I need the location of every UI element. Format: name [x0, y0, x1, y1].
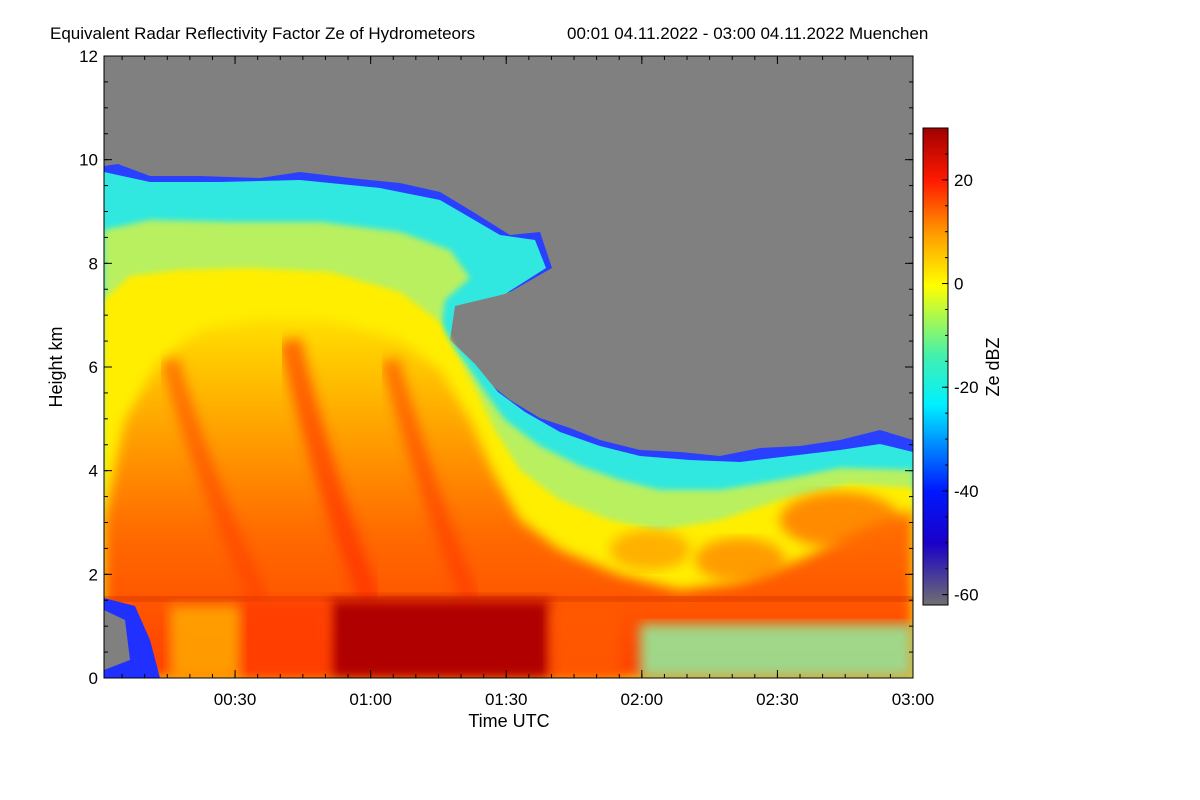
rain-zone-1 [240, 600, 330, 678]
x-tick-label: 01:30 [485, 690, 528, 709]
colorbar-tick-label: 0 [954, 275, 963, 294]
heavy-rain-core [330, 600, 550, 678]
colorbar-label: Ze dBZ [983, 337, 1003, 396]
echo-patch-3 [610, 530, 690, 570]
x-tick-label: 02:00 [621, 690, 664, 709]
x-tick-label: 03:00 [892, 690, 935, 709]
y-axis: 0 2 4 6 8 10 12 [79, 47, 913, 688]
x-tick-label: 01:00 [349, 690, 392, 709]
rain-zone-3 [170, 606, 240, 678]
y-tick-label: 0 [89, 669, 98, 688]
y-tick-label: 12 [79, 47, 98, 66]
y-axis-label: Height km [46, 326, 66, 407]
colorbar-tick-label: 20 [954, 171, 973, 190]
x-tick-label: 02:30 [756, 690, 799, 709]
x-tick-label: 00:30 [214, 690, 257, 709]
y-tick-label: 6 [89, 358, 98, 377]
x-axis-label: Time UTC [468, 711, 549, 731]
rain-zone-weak [640, 624, 913, 678]
colorbar-axis: 20 0 -20 -40 -60 [942, 127, 979, 605]
low-level-gray [104, 610, 130, 670]
plot-area [104, 56, 913, 678]
echo-patch-2 [695, 538, 785, 582]
rain-zone-2 [550, 606, 620, 678]
fallstreak-2 [279, 337, 381, 604]
y-tick-label: 2 [89, 565, 98, 584]
melting-layer [104, 596, 913, 602]
colorbar-tick-label: -20 [954, 378, 979, 397]
y-tick-label: 10 [79, 151, 98, 170]
colorbar-tick-label: -40 [954, 482, 979, 501]
fallstreak-3 [381, 357, 479, 604]
colorbar [922, 127, 949, 606]
y-tick-label: 8 [89, 254, 98, 273]
echo-patch-1 [780, 492, 900, 548]
fallstreak-1 [161, 357, 269, 604]
y-tick-label: 4 [89, 462, 98, 481]
chart-title: Equivalent Radar Reflectivity Factor Ze … [50, 24, 475, 43]
colorbar-tick-label: -60 [954, 586, 979, 605]
x-axis: 00:30 01:00 01:30 02:00 02:30 03:00 [121, 56, 935, 709]
chart-time-range: 00:01 04.11.2022 - 03:00 04.11.2022 Muen… [567, 24, 928, 43]
